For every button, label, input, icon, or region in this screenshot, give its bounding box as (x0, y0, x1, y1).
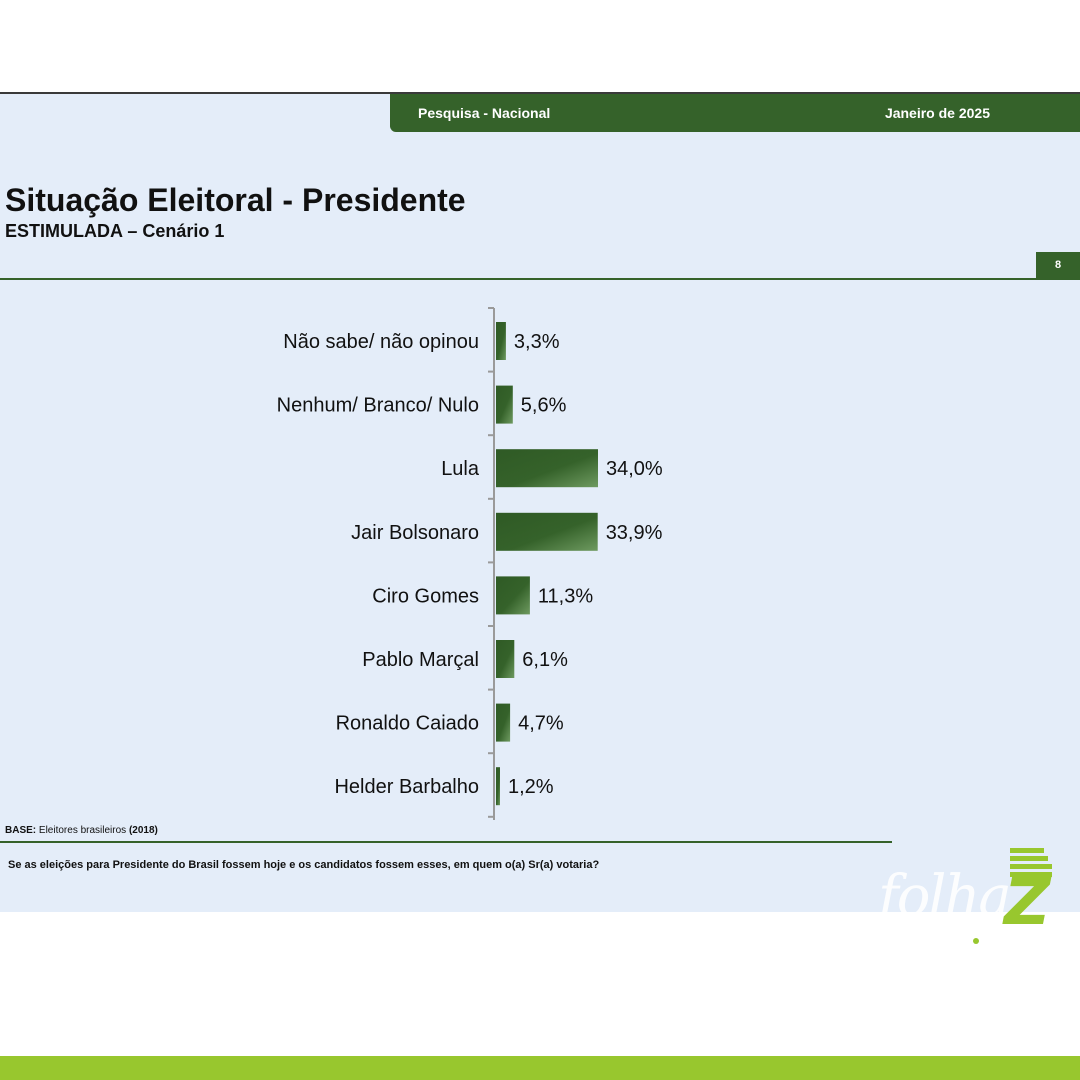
folhaz-logo: folha Z (872, 846, 1072, 956)
category-label: Jair Bolsonaro (351, 522, 479, 544)
survey-label: Pesquisa - Nacional (418, 105, 551, 121)
value-label: 3,3% (514, 331, 560, 353)
header-band: Pesquisa - Nacional Janeiro de 2025 (390, 94, 1080, 132)
chart-subtitle: ESTIMULADA – Cenário 1 (5, 221, 225, 241)
header-divider (0, 278, 1080, 280)
value-label: 11,3% (538, 585, 593, 607)
value-label: 1,2% (508, 776, 554, 798)
logo-text: folha (878, 864, 1012, 929)
slide: Pesquisa - Nacional Janeiro de 2025 Situ… (0, 92, 1080, 912)
bar (496, 322, 506, 360)
value-label: 33,9% (606, 522, 663, 544)
category-label: Helder Barbalho (334, 776, 479, 798)
category-label: Nenhum/ Branco/ Nulo (277, 395, 479, 417)
survey-date: Janeiro de 2025 (884, 105, 990, 121)
bottom-strip (0, 1056, 1080, 1080)
bar (496, 512, 598, 551)
bar (496, 767, 500, 806)
category-label: Pablo Marçal (362, 649, 479, 671)
category-label: Ciro Gomes (372, 585, 479, 607)
value-label: 34,0% (606, 458, 663, 480)
logo-dot-icon (973, 938, 979, 944)
bar-chart: Não sabe/ não opinou 3,3% Nenhum/ Branco/ … (277, 307, 663, 820)
value-label: 4,7% (518, 713, 564, 735)
category-label: Não sabe/ não opinou (283, 331, 479, 353)
survey-question: Se as eleições para Presidente do Brasil… (8, 859, 600, 871)
value-label: 6,1% (522, 649, 568, 671)
base-text: Eleitores brasileiros (38, 825, 127, 836)
base-year: (2018) (128, 825, 158, 836)
base-label: BASE: (5, 825, 37, 836)
page-number: 8 (1036, 252, 1080, 278)
logo-z-mark: Z (1004, 866, 1051, 940)
chart-title: Situação Eleitoral - Presidente (5, 182, 466, 218)
bar (496, 385, 513, 424)
bar (496, 640, 515, 678)
value-label: 5,6% (521, 395, 567, 417)
footer-divider (0, 841, 892, 843)
bar (496, 576, 530, 615)
base-note: BASE: Eleitores brasileiros (2018) (5, 825, 158, 836)
bar (496, 703, 511, 742)
category-label: Ronaldo Caiado (336, 713, 479, 735)
category-label: Lula (441, 458, 480, 480)
bar (496, 449, 598, 488)
